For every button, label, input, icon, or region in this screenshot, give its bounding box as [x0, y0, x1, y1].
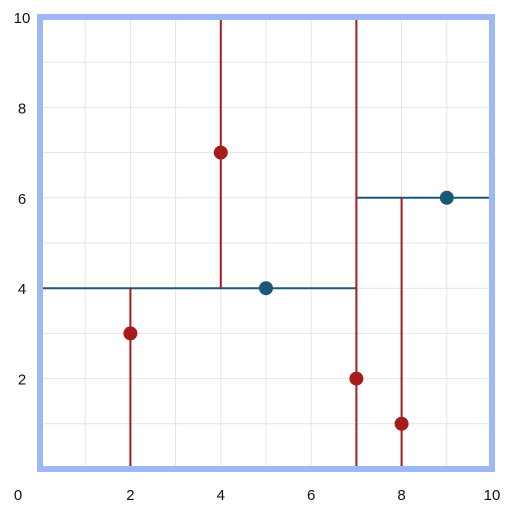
data-points	[123, 145, 454, 431]
grid-lines	[40, 17, 492, 469]
x-tick-label: 6	[307, 487, 315, 504]
red-point	[213, 145, 228, 160]
red-point	[394, 416, 409, 431]
red-point	[349, 371, 364, 386]
red-point	[123, 326, 138, 341]
x-tick-label: 2	[126, 487, 134, 504]
y-tick-label: 10	[14, 10, 31, 27]
x-tick-label: 8	[397, 487, 405, 504]
x-tick-label: 4	[217, 487, 225, 504]
x-tick-label: 10	[484, 487, 501, 504]
tick-labels: 0 2 4 6 8 10 2 4 6 8 10	[14, 10, 501, 504]
y-tick-label: 8	[18, 100, 26, 117]
y-tick-label: 4	[18, 281, 26, 298]
plot-frame	[37, 14, 495, 472]
y-tick-label: 6	[18, 191, 26, 208]
blue-point	[259, 281, 273, 296]
y-tick-label: 2	[18, 372, 26, 389]
x-tick-label: 0	[14, 487, 22, 504]
blue-point	[439, 190, 454, 205]
